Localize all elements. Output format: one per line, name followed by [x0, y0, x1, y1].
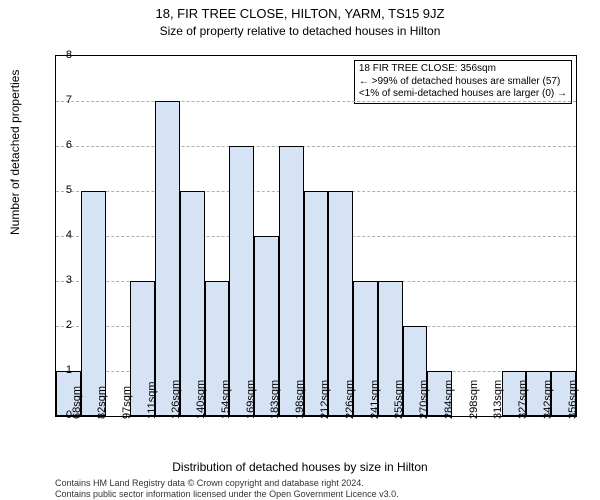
gridline	[56, 146, 576, 147]
annotation-box: 18 FIR TREE CLOSE: 356sqm ← >99% of deta…	[354, 60, 572, 104]
y-tick-label: 2	[52, 319, 72, 331]
y-tick-label: 7	[52, 94, 72, 106]
y-tick-label: 6	[52, 139, 72, 151]
bar	[279, 146, 304, 416]
y-axis-label: Number of detached properties	[8, 70, 22, 235]
annotation-line2: ← >99% of detached houses are smaller (5…	[359, 76, 567, 89]
annotation-line3: <1% of semi-detached houses are larger (…	[359, 88, 567, 101]
chart-supertitle: 18, FIR TREE CLOSE, HILTON, YARM, TS15 9…	[0, 6, 600, 21]
bar	[229, 146, 254, 416]
plot-area: 18 FIR TREE CLOSE: 356sqm ← >99% of deta…	[55, 55, 577, 417]
bar	[155, 101, 180, 416]
x-axis-label: Distribution of detached houses by size …	[0, 460, 600, 474]
y-tick-label: 1	[52, 364, 72, 376]
chart-subtitle: Size of property relative to detached ho…	[0, 24, 600, 38]
annotation-line1: 18 FIR TREE CLOSE: 356sqm	[359, 63, 567, 76]
caption-line2: Contains public sector information licen…	[55, 489, 399, 499]
bar	[81, 191, 106, 416]
caption-line1: Contains HM Land Registry data © Crown c…	[55, 478, 364, 488]
y-tick-label: 8	[52, 49, 72, 61]
gridline	[56, 101, 576, 102]
y-tick-label: 4	[52, 229, 72, 241]
y-tick-label: 5	[52, 184, 72, 196]
y-tick-label: 0	[52, 409, 72, 421]
y-tick-label: 3	[52, 274, 72, 286]
